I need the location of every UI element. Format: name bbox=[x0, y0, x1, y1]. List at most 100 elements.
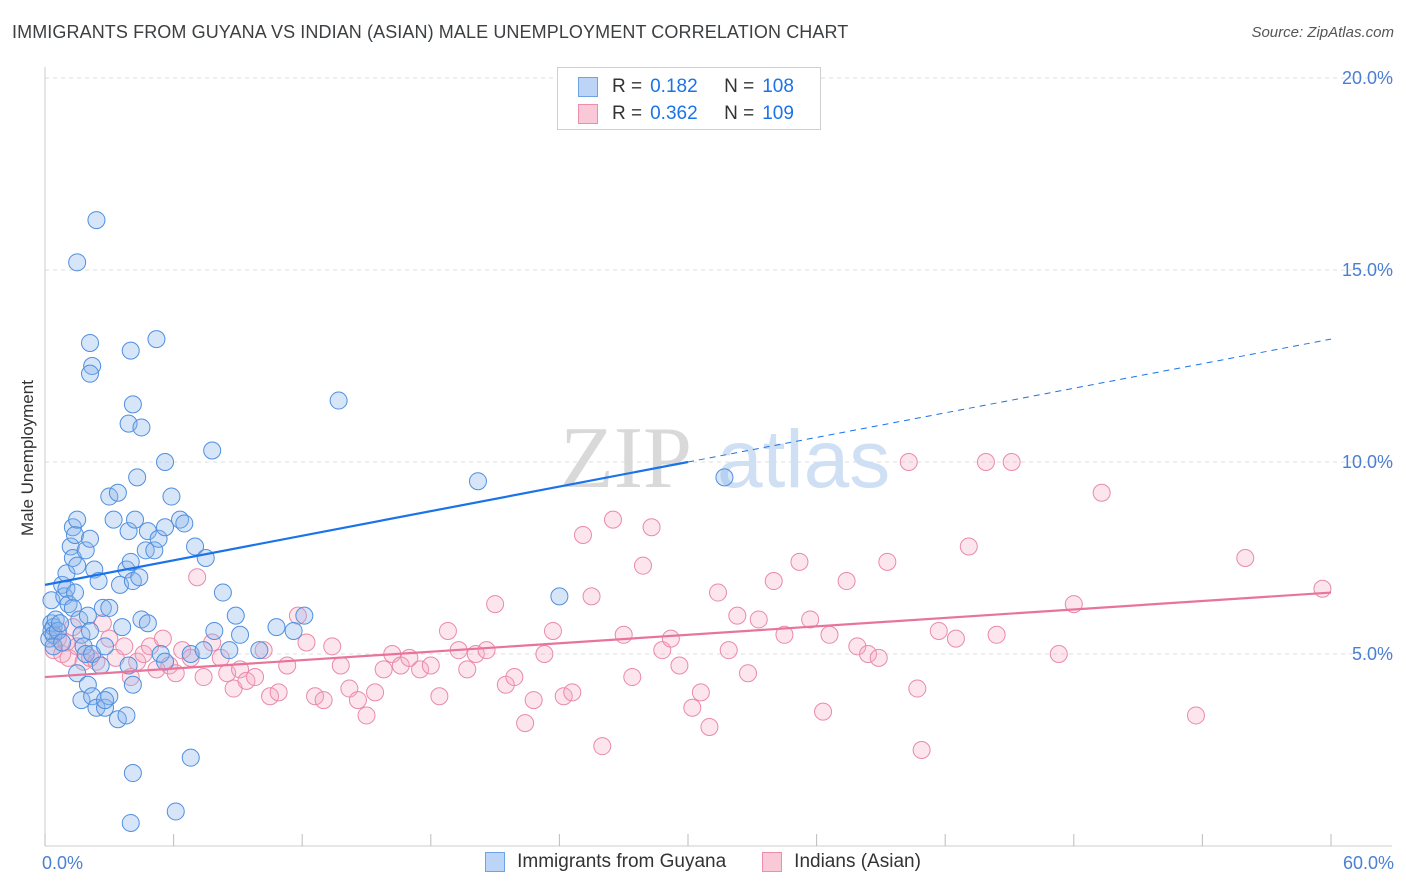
guyana-point bbox=[96, 637, 115, 656]
guyana-point bbox=[121, 813, 140, 832]
indian-point bbox=[1092, 483, 1111, 502]
indian-point bbox=[246, 668, 265, 687]
guyana-point bbox=[68, 253, 87, 272]
indian-point bbox=[912, 741, 931, 759]
guyana-point bbox=[156, 518, 175, 537]
indian-point bbox=[261, 687, 280, 706]
indian-point bbox=[357, 706, 376, 725]
n-value: 109 bbox=[762, 103, 794, 124]
y-tick-label: 20.0% bbox=[1342, 68, 1393, 88]
r-value: 0.182 bbox=[650, 76, 698, 97]
indian-point bbox=[946, 629, 965, 648]
indian-point bbox=[1002, 453, 1021, 471]
guyana-point bbox=[66, 525, 85, 544]
indian-point bbox=[728, 606, 747, 625]
source-label: Source: ZipAtlas.com bbox=[1251, 24, 1394, 41]
guyana-point bbox=[147, 330, 166, 349]
indian-point bbox=[254, 641, 273, 660]
indian-point bbox=[535, 645, 554, 663]
guyana-point bbox=[61, 537, 80, 556]
guyana-point bbox=[329, 391, 348, 410]
guyana-point bbox=[194, 641, 213, 660]
guyana-point bbox=[93, 598, 112, 617]
guyana-point bbox=[175, 514, 194, 533]
indian-point bbox=[603, 510, 622, 529]
guyana-point bbox=[284, 621, 303, 640]
guyana-point bbox=[100, 598, 119, 617]
indian-point bbox=[573, 525, 592, 544]
indian-point bbox=[700, 717, 719, 736]
indian-point bbox=[458, 660, 477, 679]
guyana-point bbox=[48, 621, 67, 640]
indian-point bbox=[543, 621, 562, 640]
guyana-point bbox=[68, 664, 87, 683]
guyana-point bbox=[68, 510, 87, 529]
indian-point bbox=[683, 698, 702, 717]
indian-point bbox=[801, 610, 820, 629]
legend-label-guyana: Immigrants from Guyana bbox=[517, 851, 727, 872]
indian-point bbox=[366, 683, 385, 702]
guyana-point bbox=[104, 510, 123, 529]
guyana-point bbox=[267, 618, 286, 637]
guyana-point bbox=[468, 472, 487, 491]
guyana-point bbox=[715, 468, 734, 487]
guyana-point bbox=[76, 541, 95, 560]
indian-point bbox=[929, 621, 948, 640]
indian-point bbox=[554, 687, 573, 706]
stats-legend: R = 0.182 N = 108 R = 0.362 N = 109 bbox=[557, 67, 821, 130]
n-label: N = bbox=[724, 76, 755, 97]
indian-point bbox=[1186, 706, 1205, 725]
indian-point bbox=[749, 610, 768, 629]
guyana-point bbox=[87, 211, 106, 230]
watermark-zip: ZIP bbox=[560, 410, 692, 507]
indian-point bbox=[691, 683, 710, 702]
guyana-point bbox=[68, 556, 87, 575]
guyana-point bbox=[66, 583, 85, 602]
indian-point bbox=[411, 660, 430, 679]
guyana-point bbox=[70, 610, 89, 629]
guyana-point bbox=[78, 675, 97, 694]
indian-swatch bbox=[578, 104, 598, 124]
guyana-point bbox=[145, 541, 164, 560]
indian-point bbox=[486, 595, 505, 614]
guyana-point bbox=[91, 656, 110, 675]
indian-point bbox=[878, 552, 897, 571]
guyana-point bbox=[156, 453, 175, 471]
guyana-point bbox=[166, 802, 185, 821]
guyana-point bbox=[78, 606, 97, 625]
indian-point bbox=[374, 660, 393, 679]
indian-point bbox=[430, 687, 449, 706]
indian-point bbox=[1236, 549, 1255, 567]
indian-point bbox=[237, 671, 256, 690]
guyana-point bbox=[117, 706, 136, 725]
guyana-point bbox=[205, 621, 224, 640]
guyana-point bbox=[121, 341, 140, 360]
legend-item-indian[interactable]: Indians (Asian) bbox=[762, 851, 921, 873]
indian-point bbox=[516, 714, 535, 733]
indian-point bbox=[661, 629, 680, 648]
guyana-points bbox=[40, 211, 734, 832]
guyana-point bbox=[138, 614, 157, 633]
indian-point bbox=[582, 587, 601, 606]
guyana-point bbox=[123, 675, 142, 694]
indian-point bbox=[1049, 645, 1068, 663]
guyana-point bbox=[213, 583, 232, 602]
indian-point bbox=[820, 625, 839, 644]
guyana-point bbox=[81, 364, 100, 383]
chart-title: IMMIGRANTS FROM GUYANA VS INDIAN (ASIAN)… bbox=[12, 22, 849, 42]
guyana-swatch bbox=[578, 77, 598, 97]
legend-item-guyana[interactable]: Immigrants from Guyana bbox=[485, 851, 726, 873]
guyana-point bbox=[119, 522, 138, 541]
guyana-point bbox=[121, 552, 140, 571]
indian-point bbox=[306, 687, 325, 706]
indian-point bbox=[859, 645, 878, 663]
guyana-point bbox=[220, 641, 239, 660]
trend-line-guyana-extension bbox=[687, 338, 1332, 463]
guyana-point bbox=[132, 418, 151, 437]
watermark-atlas: atlas bbox=[717, 414, 890, 505]
guyana-point bbox=[81, 333, 100, 352]
n-value: 108 bbox=[762, 76, 794, 97]
indian-point bbox=[421, 656, 440, 675]
guyana-point bbox=[83, 357, 102, 375]
indian-point bbox=[194, 668, 213, 687]
